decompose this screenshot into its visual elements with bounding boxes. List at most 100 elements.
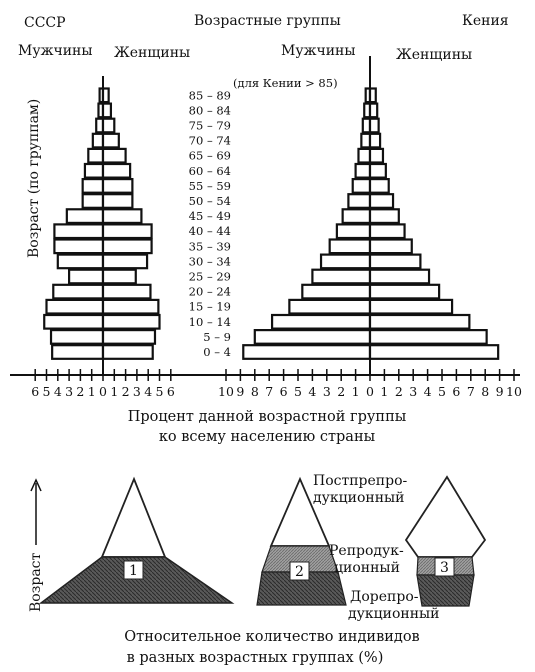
kenya-bar-men-10 (347, 193, 372, 209)
ussr-bar-women-5 (101, 268, 137, 285)
shape-1-post (100, 476, 167, 558)
kenya-tick-label-15: 5 (438, 384, 446, 399)
shape-1-number-box (123, 560, 144, 580)
shape-3-pre (416, 574, 475, 607)
kenya-bar-women-0 (368, 344, 500, 360)
age-label-3: 15 – 19 (189, 300, 231, 314)
ussr-tick-label-4: 2 (76, 384, 84, 399)
ussr-bar-women-1 (101, 329, 157, 345)
kenya-tick-label-12: 2 (395, 384, 403, 399)
kenya-bar-men-0 (242, 344, 372, 360)
ussr-bar-men-14 (91, 132, 105, 149)
ussr-bar-men-2 (43, 313, 105, 330)
kenya-tick-label-4: 6 (280, 384, 288, 399)
ussr-bar-men-0 (51, 344, 105, 360)
kenya-bar-women-10 (368, 193, 395, 209)
kenya-bar-women-2 (368, 313, 471, 330)
ussr-bar-women-0 (101, 344, 154, 360)
ussr-tick-label-2: 4 (54, 384, 62, 399)
label-post-line1: Постпрепро- (313, 473, 408, 489)
age-label-4: 20 – 24 (189, 285, 231, 299)
ussr-bar-men-9 (65, 208, 105, 225)
kenya-bar-men-2 (270, 313, 372, 330)
kenya-bar-women-15 (368, 117, 380, 134)
ussr-bar-women-4 (101, 283, 152, 300)
kenya-tick-label-16: 6 (452, 384, 460, 399)
kenya-tick-label-0: 10 (218, 384, 234, 399)
ussr-tick-label-6: 0 (99, 384, 107, 399)
label-pre-line2: дукционный (348, 606, 440, 622)
kenya-bar-women-3 (368, 298, 454, 315)
kenya-tick-label-1: 9 (236, 384, 244, 399)
ussr-bar-women-8 (101, 223, 153, 240)
kenya-tick-label-5: 5 (294, 384, 302, 399)
kenya-bar-women-7 (368, 238, 413, 255)
ussr-bar-women-12 (101, 162, 132, 179)
ussr-tick-label-10: 4 (144, 384, 152, 399)
ussr-tick-label-7: 1 (110, 384, 118, 399)
age-label-8: 40 – 44 (189, 224, 231, 238)
kenya-bar-men-3 (288, 298, 372, 315)
shape-2-number: 2 (295, 564, 304, 580)
kenya-men-label: Мужчины (281, 43, 356, 59)
age-label-7: 35 – 39 (189, 239, 231, 253)
kenya-tick-label-13: 3 (409, 384, 417, 399)
kenya-bar-men-12 (354, 162, 372, 179)
bottom-caption-line1: Относительное количество индивидов (124, 629, 419, 645)
ussr-bar-women-2 (101, 313, 161, 330)
age-label-10: 50 – 54 (189, 194, 231, 208)
age-label-11: 55 – 59 (189, 179, 231, 193)
kenya-tick-label-8: 2 (337, 384, 345, 399)
ussr-men-label: Мужчины (18, 43, 93, 59)
kenya-tick-label-2: 8 (251, 384, 259, 399)
kenya-tick-label-10: 0 (366, 384, 374, 399)
label-pre-line1: Дорепро- (350, 589, 419, 605)
shape-3-declining: 3 (404, 475, 487, 607)
kenya-women-label: Женщины (396, 47, 472, 63)
kenya-tick-label-11: 1 (380, 384, 388, 399)
kenya-bar-women-6 (368, 253, 422, 270)
ussr-tick-label-1: 5 (43, 384, 51, 399)
shape-2-stable: 2 (256, 476, 347, 606)
ussr-tick-label-12: 6 (167, 384, 175, 399)
bottom-caption-line2: в разных возрастных группах (%) (127, 650, 384, 666)
age-groups-title: Возрастные группы (194, 13, 341, 29)
age-label-13: 65 – 69 (189, 149, 231, 163)
x-caption-line1: Процент данной возрастной группы (128, 409, 407, 425)
ussr-tick-label-5: 1 (88, 384, 96, 399)
ussr-bar-men-1 (49, 329, 105, 345)
kenya-tick-label-14: 4 (424, 384, 432, 399)
kenya-bar-women-4 (368, 283, 441, 300)
age-label-9: 45 – 49 (189, 209, 231, 223)
age-label-12: 60 – 64 (189, 164, 231, 178)
label-rep-line2: ционный (334, 560, 400, 576)
ussr-bar-women-15 (101, 117, 116, 134)
ussr-bar-women-13 (101, 147, 127, 164)
age-label-5: 25 – 29 (189, 270, 231, 284)
ussr-bar-men-11 (81, 178, 105, 194)
kenya-title: Кения (462, 13, 509, 29)
ussr-bar-men-12 (83, 162, 105, 179)
shape-2-number-box (289, 561, 310, 581)
ussr-bar-women-3 (101, 298, 160, 315)
kenya-tick-label-6: 4 (308, 384, 316, 399)
kenya-bar-men-11 (351, 178, 372, 194)
age-label-6: 30 – 34 (189, 254, 231, 268)
ussr-bar-women-14 (101, 132, 120, 149)
kenya-bar-men-8 (335, 223, 372, 240)
kenya-note: (для Кении > 85) (233, 76, 338, 90)
ussr-title: СССР (24, 15, 66, 31)
kenya-tick-label-3: 7 (265, 384, 273, 399)
kenya-bar-men-9 (341, 208, 372, 225)
kenya-tick-label-17: 7 (467, 384, 475, 399)
shape-2-pre (256, 571, 347, 606)
ussr-women-label: Женщины (114, 45, 190, 61)
kenya-bar-men-5 (311, 268, 372, 285)
kenya-tick-label-9: 1 (352, 384, 360, 399)
kenya-bar-men-7 (328, 238, 372, 255)
ussr-bar-men-6 (56, 253, 105, 270)
label-post-line2: дукционный (313, 490, 405, 506)
kenya-bar-women-11 (368, 178, 390, 194)
ussr-pyramid (43, 87, 161, 360)
